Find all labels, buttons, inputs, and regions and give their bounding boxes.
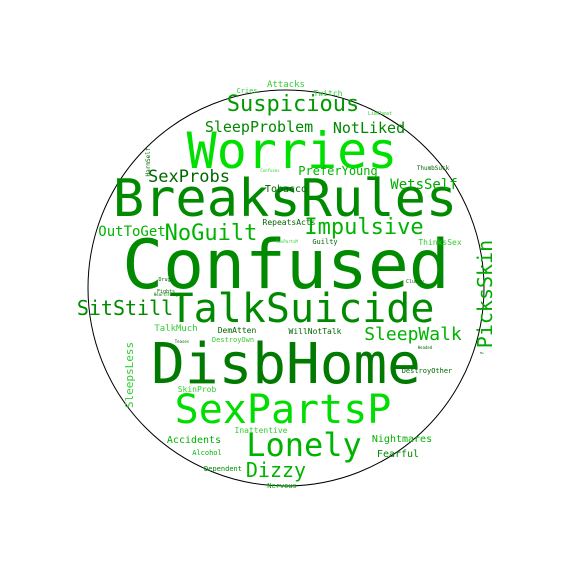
cloud-word-preferyoung: PreferYoung bbox=[298, 164, 377, 178]
cloud-word-ms: Ms bbox=[480, 351, 484, 355]
cloud-word-confused: Confused bbox=[122, 226, 450, 305]
cloud-word-guilty: Guilty bbox=[312, 238, 337, 246]
cloud-word-sexprobs: SexProbs bbox=[148, 167, 230, 187]
cloud-word-attacks: Attacks bbox=[267, 80, 305, 90]
cloud-word-inattentive: Inattentive bbox=[235, 426, 288, 435]
cloud-word-liecheat: LieCheat bbox=[368, 111, 392, 117]
cloud-word-hearsthings: HearsThings bbox=[154, 292, 181, 297]
cloud-word-sleepsless: SleepsLess bbox=[123, 342, 136, 408]
cloud-word-thumbsuck: ThumbSuck bbox=[417, 165, 450, 172]
cloud-word-worries: Worries bbox=[187, 122, 398, 180]
cloud-word-dependent: Dependent bbox=[204, 465, 242, 473]
cloud-word-impulsive: Impulsive bbox=[304, 215, 423, 240]
cloud-word-cries: Cries bbox=[236, 87, 257, 95]
cloud-word-confuses: Confuses bbox=[260, 168, 280, 173]
cloud-word-dizzy: Dizzy bbox=[246, 458, 306, 482]
cloud-word-alcohol: Alcohol bbox=[192, 449, 222, 457]
cloud-word-talksuicide: TalkSuicide bbox=[170, 286, 435, 332]
cloud-word-nervous: Nervous bbox=[267, 482, 297, 490]
cloud-word-destroyown: DestroyOwn bbox=[212, 336, 254, 344]
cloud-word-fearful: Fearful bbox=[377, 449, 419, 460]
cloud-word-disbhome: DisbHome bbox=[151, 332, 421, 397]
cloud-word-sitstill: SitStill bbox=[77, 296, 173, 320]
cloud-word-dematten: DemAtten bbox=[218, 326, 257, 335]
cloud-word-talkmuch: TalkMuch bbox=[154, 324, 197, 334]
cloud-word-drugs: Drugs bbox=[158, 277, 173, 283]
cloud-word-sexpartsm: SexPartsM bbox=[276, 239, 298, 244]
cloud-word-willnottalk: WillNotTalk bbox=[289, 327, 342, 336]
cloud-word-harmself: HarmSelf bbox=[145, 147, 152, 176]
cloud-word-twitch: Twitch bbox=[314, 89, 343, 98]
cloud-word-sexpartsp: SexPartsP bbox=[175, 387, 392, 433]
cloud-word-fights: Fights bbox=[157, 289, 175, 295]
cloud-word-noguilt: NoGuilt bbox=[165, 221, 258, 246]
cloud-word-tobacco: Tobacco bbox=[265, 184, 307, 195]
cloud-boundary-circle bbox=[87, 89, 485, 487]
cloud-word-clumsy: Clumsy bbox=[406, 279, 424, 285]
cloud-word-headed: Headed bbox=[418, 345, 433, 350]
cloud-word-teases: Teases bbox=[175, 339, 190, 344]
cloud-word-skinprob: SkinProb bbox=[178, 385, 217, 394]
cloud-word-thinkssex: ThinksSex bbox=[418, 238, 462, 247]
cloud-word-destroyother: DestroyOther bbox=[402, 367, 453, 375]
cloud-word-sleepproblem: SleepProblem bbox=[205, 118, 313, 136]
cloud-word-wetsself: WetsSelf bbox=[390, 177, 457, 193]
cloud-word-sleepwalk: SleepWalk bbox=[364, 324, 462, 345]
cloud-word-outtoget: OutToGet bbox=[98, 224, 165, 240]
cloud-word-repeatsacts: RepeatsActs bbox=[263, 218, 316, 227]
cloud-word-accidents: Accidents bbox=[167, 435, 221, 446]
cloud-word-notliked: NotLiked bbox=[333, 119, 405, 137]
cloud-word-lonely: Lonely bbox=[246, 426, 362, 464]
cloud-word-suspicious: Suspicious bbox=[227, 92, 359, 117]
cloud-word-breaksrules: BreaksRules bbox=[113, 169, 457, 229]
cloud-word-nightmares: Nightmares bbox=[372, 434, 432, 445]
cloud-word-picksskin: PicksSkin bbox=[473, 240, 497, 348]
